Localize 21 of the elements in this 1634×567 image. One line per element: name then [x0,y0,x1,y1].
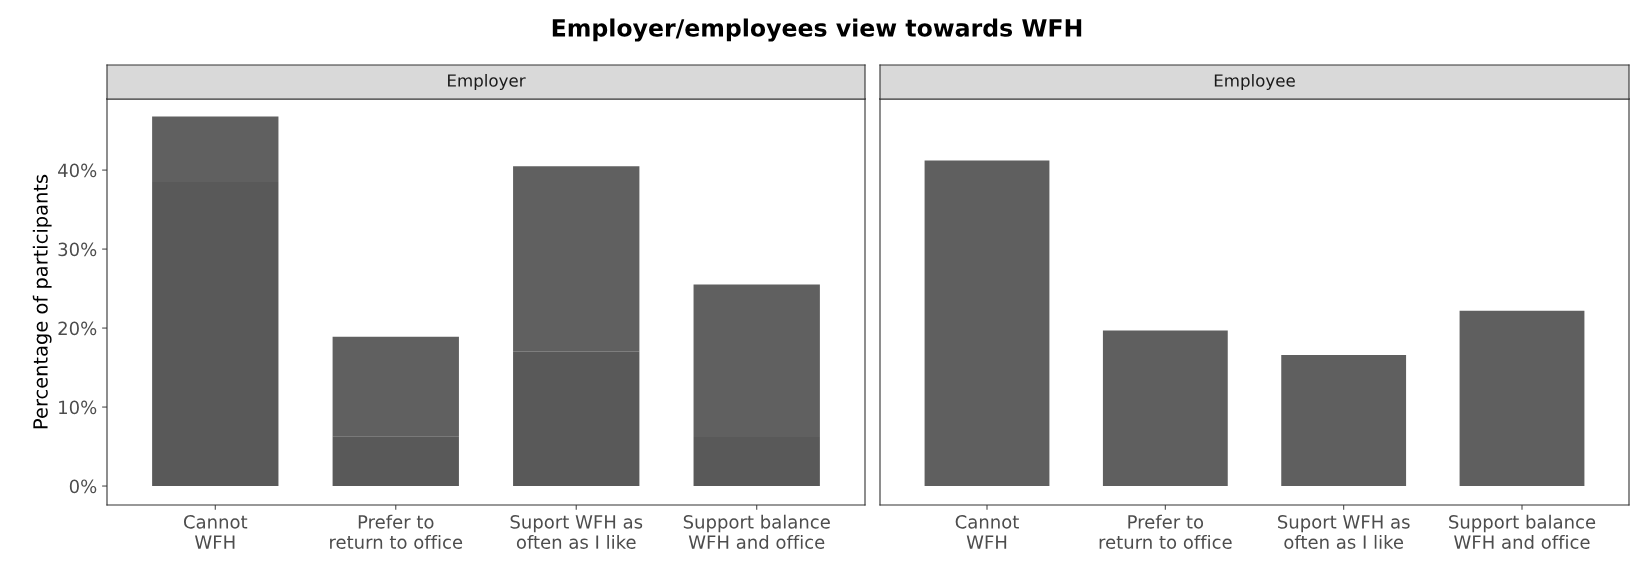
x-tick-label: Prefer to return to office [330,514,463,549]
chart-title: Employer/employees view towards WFH [552,18,1082,42]
y-tick-label: 0% [69,479,97,494]
bar [1102,330,1228,487]
x-tick-label: Support balance WFH and office [1449,514,1596,549]
x-tick-label: Prefer to return to office [1099,514,1232,549]
bar [924,160,1050,487]
chart-subtitle: Employer [448,73,526,91]
chart-subtitle: Employee [1214,73,1295,91]
x-tick-label: Suport WFH as often as I like [510,515,643,549]
bar [1281,354,1407,487]
x-tick-label: Support balance WFH and office [683,514,830,549]
bar [1459,310,1585,487]
y-tick-label: 40% [58,163,97,178]
y-tick-label: 20% [58,321,97,336]
x-tick-label: Suport WFH as often as I like [1278,515,1410,549]
x-tick-label: Cannot WFH [955,515,1019,549]
y-tick-label: 30% [58,242,97,257]
y-axis-title: Percentage of participants [32,174,52,429]
y-tick-label: 10% [59,400,97,415]
x-tick-label: Cannot WFH [183,515,248,549]
